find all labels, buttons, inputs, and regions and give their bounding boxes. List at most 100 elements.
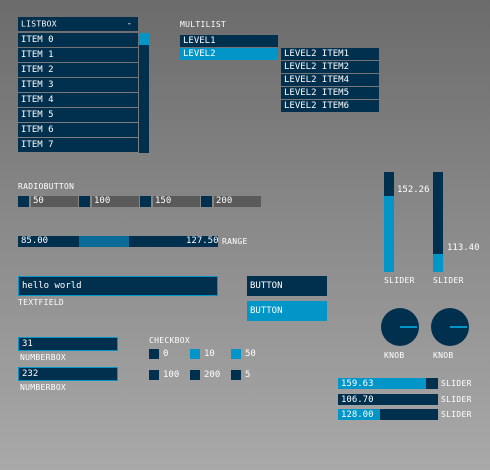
listbox-label: LISTBOX xyxy=(21,19,57,29)
range-low-value: 85.00 xyxy=(21,236,49,246)
numberbox-2-value: 232 xyxy=(22,369,39,379)
checkbox-5-label: 5 xyxy=(245,370,251,380)
horizontal-slider-3[interactable]: 128.00 xyxy=(338,409,438,420)
checkbox-100-label: 100 xyxy=(163,370,180,380)
multilist-sub-item-label: LEVEL2 ITEM5 xyxy=(284,88,350,98)
vertical-slider-1-value: 152.26 xyxy=(397,185,430,195)
multilist-sub-item[interactable]: LEVEL2 ITEM2 xyxy=(281,61,379,73)
radio-option-label: 50 xyxy=(33,196,44,206)
listbox-collapse-toggle[interactable]: - xyxy=(126,19,132,29)
list-item-label: ITEM 6 xyxy=(21,125,54,135)
textfield-label: TEXTFIELD xyxy=(18,298,65,307)
multilist-level2[interactable]: LEVEL2 xyxy=(180,48,278,60)
radio-indicator[interactable] xyxy=(79,196,90,207)
list-item[interactable]: ITEM 5 xyxy=(18,108,138,122)
multilist-sub-item[interactable]: LEVEL2 ITEM5 xyxy=(281,87,379,99)
multilist-level1[interactable]: LEVEL1 xyxy=(180,35,278,47)
multilist-sub-item[interactable]: LEVEL2 ITEM4 xyxy=(281,74,379,86)
horizontal-slider-2-label: SLIDER xyxy=(441,395,472,404)
vertical-slider-2[interactable] xyxy=(433,172,443,272)
listbox-scrollbar[interactable] xyxy=(139,33,149,153)
radio-indicator[interactable] xyxy=(140,196,151,207)
checkbox-200[interactable] xyxy=(190,370,200,380)
button-1[interactable]: BUTTON xyxy=(247,276,327,296)
horizontal-slider-1-fill xyxy=(338,378,426,389)
list-item-label: ITEM 7 xyxy=(21,140,54,150)
button-2[interactable]: BUTTON xyxy=(247,301,327,321)
multilist-level2-label: LEVEL2 xyxy=(183,49,216,59)
vertical-slider-2-value: 113.40 xyxy=(447,243,480,253)
list-item-label: ITEM 5 xyxy=(21,110,54,120)
checkbox-5[interactable] xyxy=(231,370,241,380)
horizontal-slider-3-label: SLIDER xyxy=(441,410,472,419)
checkbox-200-label: 200 xyxy=(204,370,221,380)
list-item[interactable]: ITEM 4 xyxy=(18,93,138,107)
multilist-level1-label: LEVEL1 xyxy=(183,36,216,46)
multilist-sub-item[interactable]: LEVEL2 ITEM1 xyxy=(281,48,379,60)
multilist-label: MULTILIST xyxy=(180,20,227,29)
radio-option-label: 150 xyxy=(155,196,172,206)
list-item[interactable]: ITEM 2 xyxy=(18,63,138,77)
range-high-value: 127.50 xyxy=(186,236,219,246)
range-selection[interactable] xyxy=(79,236,129,247)
knob-2[interactable] xyxy=(431,308,469,346)
radio-option-label: 200 xyxy=(216,196,233,206)
list-item-label: ITEM 2 xyxy=(21,65,54,75)
listbox-scroll-thumb[interactable] xyxy=(139,33,149,45)
horizontal-slider-3-fill xyxy=(338,409,380,420)
checkbox-10-label: 10 xyxy=(204,349,215,359)
list-item[interactable]: ITEM 3 xyxy=(18,78,138,92)
vertical-slider-1-fill xyxy=(384,196,394,272)
vertical-slider-2-label: SLIDER xyxy=(433,276,464,285)
vertical-slider-1-label: SLIDER xyxy=(384,276,415,285)
vertical-slider-2-fill xyxy=(433,254,443,272)
horizontal-slider-1[interactable]: 159.63 xyxy=(338,378,438,389)
radio-indicator[interactable] xyxy=(201,196,212,207)
checkbox-0[interactable] xyxy=(149,349,159,359)
checkbox-100[interactable] xyxy=(149,370,159,380)
horizontal-slider-1-value: 159.63 xyxy=(341,378,374,389)
multilist-sub-item-label: LEVEL2 ITEM1 xyxy=(284,49,350,59)
numberbox-1-label: NUMBERBOX xyxy=(20,353,67,362)
text-field-value: hello world xyxy=(22,281,82,291)
list-item[interactable]: ITEM 6 xyxy=(18,123,138,137)
list-item-label: ITEM 4 xyxy=(21,95,54,105)
knob-1[interactable] xyxy=(381,308,419,346)
radio-bar: 200 xyxy=(214,196,261,207)
listbox[interactable]: LISTBOX - ITEM 0 ITEM 1 ITEM 2 ITEM 3 IT… xyxy=(18,17,150,154)
numberbox-2[interactable]: 232 xyxy=(18,367,118,381)
numberbox-1[interactable]: 31 xyxy=(18,337,118,351)
button-1-label: BUTTON xyxy=(250,281,283,291)
list-item[interactable]: ITEM 1 xyxy=(18,48,138,62)
button-2-label: BUTTON xyxy=(250,306,283,316)
radio-indicator[interactable] xyxy=(18,196,29,207)
range-label: RANGE xyxy=(222,237,248,246)
list-item[interactable]: ITEM 7 xyxy=(18,138,138,152)
radio-option-label: 100 xyxy=(94,196,111,206)
radio-bar: 100 xyxy=(92,196,139,207)
listbox-header[interactable]: LISTBOX - xyxy=(18,17,138,31)
list-item-label: ITEM 3 xyxy=(21,80,54,90)
multilist-sub-item[interactable]: LEVEL2 ITEM6 xyxy=(281,100,379,112)
radiobutton-label: RADIOBUTTON xyxy=(18,182,75,191)
horizontal-slider-2-value: 106.70 xyxy=(341,394,374,405)
horizontal-slider-3-value: 128.00 xyxy=(341,409,374,420)
multilist-sub-item-label: LEVEL2 ITEM4 xyxy=(284,75,350,85)
numberbox-2-label: NUMBERBOX xyxy=(20,383,67,392)
multilist-sub-item-label: LEVEL2 ITEM2 xyxy=(284,62,350,72)
radio-bar: 50 xyxy=(31,196,78,207)
horizontal-slider-2[interactable]: 106.70 xyxy=(338,394,438,405)
multilist-sub-item-label: LEVEL2 ITEM6 xyxy=(284,101,350,111)
checkbox-50[interactable] xyxy=(231,349,241,359)
text-field[interactable]: hello world xyxy=(18,276,218,296)
radio-bar: 150 xyxy=(153,196,200,207)
knob-1-label: KNOB xyxy=(384,351,405,360)
list-item-label: ITEM 0 xyxy=(21,35,54,45)
checkbox-0-label: 0 xyxy=(163,349,169,359)
checkbox-group-label: CHECKBOX xyxy=(149,336,190,345)
checkbox-50-label: 50 xyxy=(245,349,256,359)
list-item[interactable]: ITEM 0 xyxy=(18,33,138,47)
checkbox-10[interactable] xyxy=(190,349,200,359)
knob-2-label: KNOB xyxy=(433,351,454,360)
horizontal-slider-1-label: SLIDER xyxy=(441,379,472,388)
